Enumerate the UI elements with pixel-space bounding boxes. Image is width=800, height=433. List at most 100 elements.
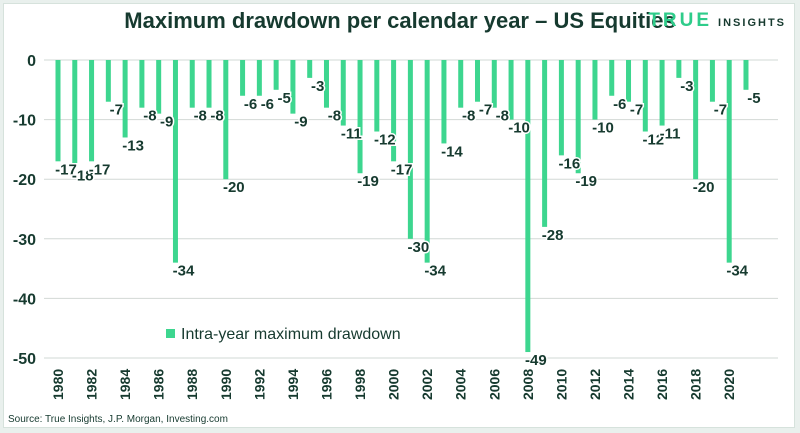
bar <box>240 60 246 96</box>
bar <box>626 60 632 102</box>
bar <box>256 60 262 96</box>
data-label: -6 <box>613 96 626 113</box>
bar <box>105 60 111 102</box>
x-tick-label: 1980 <box>50 369 66 400</box>
bar <box>743 60 749 90</box>
data-label: -7 <box>479 102 492 119</box>
bar <box>374 60 380 132</box>
bar <box>659 60 665 126</box>
bar <box>323 60 329 108</box>
bar <box>475 60 480 102</box>
data-label: -3 <box>680 78 693 95</box>
bar <box>172 60 178 263</box>
x-tick-label: 1988 <box>184 369 200 400</box>
bar <box>189 60 195 108</box>
y-tick-label: 0 <box>27 53 36 70</box>
x-tick-label: 2004 <box>453 369 469 400</box>
data-label: -30 <box>408 239 430 256</box>
brand-word: TRUE <box>648 10 713 31</box>
bar <box>441 60 447 144</box>
bar <box>693 60 699 180</box>
x-tick-label: 2008 <box>520 369 536 400</box>
bar <box>676 60 682 78</box>
data-label: -9 <box>294 114 307 131</box>
data-label: -11 <box>660 126 681 143</box>
y-tick-label: -10 <box>13 113 36 130</box>
x-tick-label: 1992 <box>251 369 267 400</box>
data-label: -10 <box>508 120 530 137</box>
bar <box>525 60 531 353</box>
data-label: -20 <box>693 179 715 196</box>
bar <box>407 60 413 239</box>
data-label: -8 <box>462 108 475 125</box>
bar <box>575 60 581 174</box>
bar <box>206 60 212 108</box>
x-tick-label: 2010 <box>553 369 569 400</box>
bar <box>424 60 430 263</box>
data-label: -14 <box>441 143 463 160</box>
data-label: -8 <box>328 108 341 125</box>
bar <box>609 60 615 96</box>
data-label: -8 <box>210 108 223 125</box>
x-tick-label: 2016 <box>654 369 670 400</box>
bar <box>726 60 732 263</box>
data-label: -12 <box>374 132 396 149</box>
data-label: -7 <box>110 102 123 119</box>
bar <box>340 60 346 126</box>
bar <box>55 60 61 162</box>
data-label: -10 <box>592 120 614 137</box>
bar <box>642 60 648 132</box>
data-label: -19 <box>357 173 379 190</box>
data-label: -9 <box>160 114 173 131</box>
data-label: -7 <box>630 102 643 119</box>
bar <box>357 60 363 174</box>
y-tick-label: -20 <box>13 172 36 189</box>
brand-logo: TRUE INSIGHTS <box>648 10 786 32</box>
bar <box>72 60 78 168</box>
data-label: -17 <box>89 161 111 178</box>
y-tick-label: -30 <box>13 232 36 249</box>
data-label: -28 <box>542 227 564 244</box>
x-tick-label: 1982 <box>84 369 100 400</box>
x-tick-label: 2018 <box>688 369 704 400</box>
legend-swatch <box>166 329 175 338</box>
x-tick-label: 2020 <box>721 369 737 400</box>
data-label: -8 <box>496 108 509 125</box>
bar <box>458 60 464 108</box>
data-label: -3 <box>311 78 324 95</box>
data-label: -8 <box>194 108 207 125</box>
y-tick-label: -40 <box>13 291 36 308</box>
bar <box>290 60 296 114</box>
x-tick-label: 2014 <box>621 369 637 400</box>
data-label: -34 <box>726 263 748 280</box>
x-tick-label: 2006 <box>486 369 502 400</box>
data-label: -13 <box>122 137 144 154</box>
bar <box>542 60 548 227</box>
x-tick-label: 2002 <box>419 369 435 400</box>
bar <box>156 60 162 114</box>
x-tick-label: 2012 <box>587 369 603 400</box>
bar <box>491 60 497 108</box>
data-label: -34 <box>173 263 195 280</box>
data-label: -19 <box>575 173 597 190</box>
data-label: -18 <box>72 167 94 184</box>
data-label: -8 <box>143 108 156 125</box>
data-label: -5 <box>277 90 290 107</box>
bar <box>391 60 397 162</box>
bar <box>122 60 128 138</box>
data-label: -5 <box>747 90 760 107</box>
legend-label: Intra-year maximum drawdown <box>181 326 401 343</box>
bar <box>709 60 715 102</box>
data-label: -49 <box>525 352 547 369</box>
bar <box>307 60 313 78</box>
x-tick-label: 1986 <box>151 369 167 400</box>
data-label: -17 <box>391 161 413 178</box>
bar <box>273 60 279 90</box>
data-label: -20 <box>223 179 245 196</box>
data-label: -7 <box>714 102 727 119</box>
data-label: -34 <box>424 263 446 280</box>
x-tick-label: 1996 <box>318 369 334 400</box>
bar <box>558 60 564 156</box>
data-label: -16 <box>559 155 581 172</box>
